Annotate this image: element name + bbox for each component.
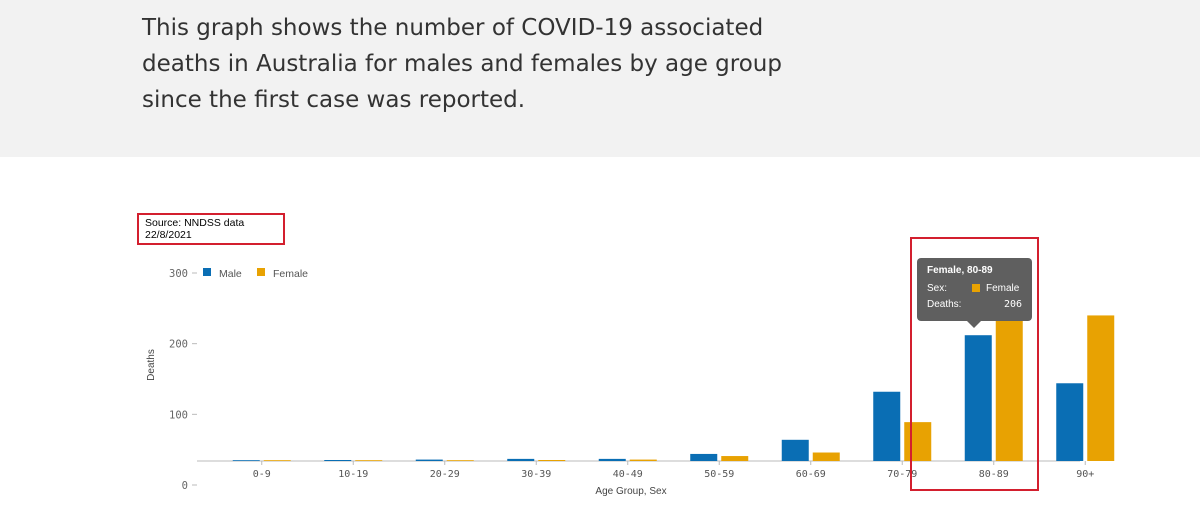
bar-female-20-29: [446, 460, 474, 461]
x-tick-label: 0-9: [253, 469, 271, 480]
bar-female-0-9: [263, 460, 291, 461]
legend-label-male: Male: [219, 268, 242, 280]
legend-label-female: Female: [273, 268, 308, 280]
tooltip-deaths-row: Deaths: 206: [927, 296, 1022, 312]
bar-male-90+: [1056, 383, 1084, 461]
bar-male-0-9: [232, 460, 260, 461]
x-tick-label: 90+: [1076, 469, 1094, 480]
bar-male-60-69: [781, 439, 809, 461]
y-tick-label: 200: [169, 339, 188, 351]
x-tick-label: 40-49: [613, 469, 643, 480]
bar-female-60-69: [812, 452, 840, 461]
x-tick-label: 10-19: [338, 469, 368, 480]
source-note: Source: NNDSS data 22/8/2021: [137, 213, 285, 245]
bar-female-70-79: [904, 422, 932, 461]
x-axis-label: Age Group, Sex: [595, 486, 666, 497]
legend-swatch-male: [203, 268, 211, 276]
tooltip-sex-label: Sex:: [927, 282, 948, 294]
x-tick-label: 80-89: [979, 469, 1009, 480]
tooltip-sex-row: Sex: Female: [927, 280, 1022, 296]
bar-male-10-19: [324, 460, 352, 461]
tooltip-deaths-value: 206: [1003, 298, 1022, 310]
bar-female-30-39: [538, 460, 566, 461]
source-label: Source: NNDSS data 22/8/2021: [145, 217, 245, 241]
x-tick-label: 70-79: [887, 469, 917, 480]
y-tick-label: 0: [182, 480, 188, 492]
bar-male-30-39: [507, 458, 535, 461]
y-tick-label: 300: [169, 268, 188, 280]
bar-female-10-19: [355, 460, 383, 461]
bar-female-90+: [1087, 315, 1115, 461]
highlight-box: [910, 237, 1039, 491]
bar-female-80-89: [995, 315, 1023, 461]
x-tick-label: 30-39: [521, 469, 551, 480]
intro-text: This graph shows the number of COVID-19 …: [142, 15, 782, 113]
tooltip-title: Female, 80-89: [927, 265, 993, 276]
legend-swatch-female: [257, 268, 265, 276]
bar-male-50-59: [690, 453, 718, 461]
y-tick-label: 100: [169, 409, 188, 421]
tooltip-deaths-label: Deaths:: [927, 298, 962, 310]
x-tick-label: 20-29: [430, 469, 460, 480]
tooltip-sex-value: Female: [986, 282, 1020, 294]
bar-male-40-49: [598, 458, 626, 461]
bar-female-40-49: [629, 459, 657, 461]
bar-male-80-89: [964, 335, 992, 461]
y-axis-label: Deaths: [146, 349, 157, 381]
bar-male-70-79: [873, 391, 901, 461]
x-tick-label: 60-69: [796, 469, 826, 480]
chart-tooltip: Female, 80-89 Sex: Female Deaths: 206: [917, 258, 1032, 328]
bar-female-50-59: [721, 456, 749, 461]
x-tick-label: 50-59: [704, 469, 734, 480]
tooltip-swatch: [972, 284, 980, 292]
bar-male-20-29: [415, 459, 443, 461]
intro-banner: This graph shows the number of COVID-19 …: [0, 0, 1200, 157]
